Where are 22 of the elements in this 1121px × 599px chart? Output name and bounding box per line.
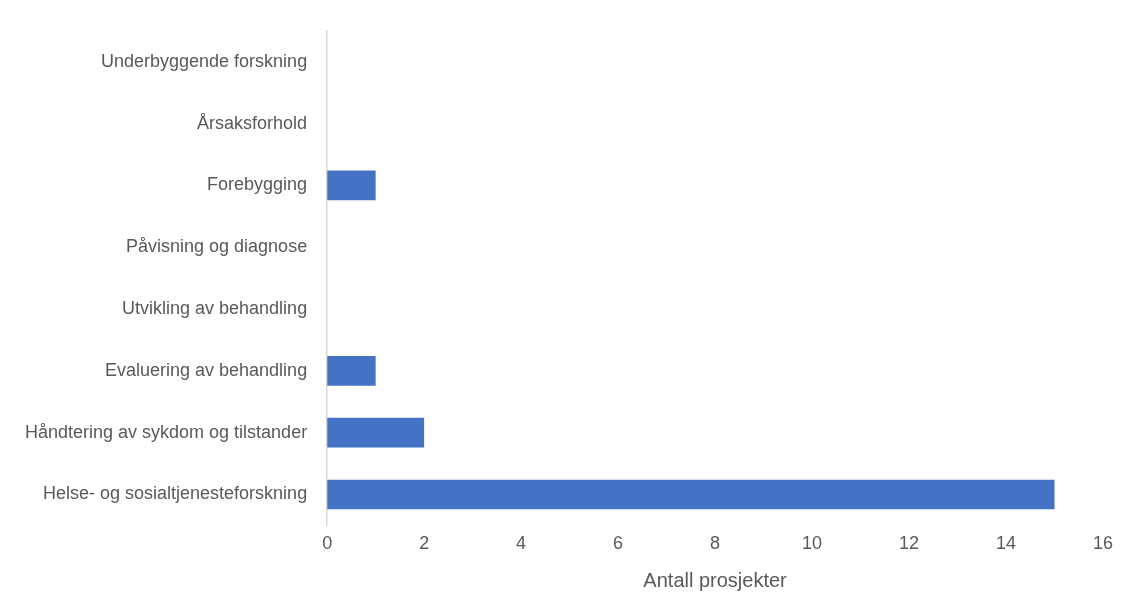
y-tick-label: Håndtering av sykdom og tilstander [24,421,308,442]
x-tick-label: 16 [1092,533,1113,554]
x-tick-label: 12 [899,533,920,554]
y-tick-label: Underbyggende forskning [101,50,308,71]
x-tick-label: 2 [419,533,430,554]
x-tick-label: 8 [710,533,721,554]
x-tick-label: 14 [995,533,1017,554]
x-tick-label: 6 [613,533,624,554]
y-tick-label: Evaluering av behandling [104,359,308,380]
y-tick-label: Årsaksforhold [197,112,308,133]
y-tick-label: Påvisning og diagnose [126,236,308,257]
bar [327,356,376,386]
x-axis-title: Antall prosjekter [643,568,788,591]
x-tick-label: 4 [516,533,527,554]
x-tick-label: 10 [802,533,823,554]
y-tick-label: Helse- og sosialtjenesteforskning [43,483,308,504]
y-tick-label: Utvikling av behandling [122,297,308,318]
y-tick-label: Forebygging [207,174,308,195]
bar [327,170,376,201]
bar [327,479,1055,510]
x-tick-label: 0 [322,533,333,554]
bar [327,417,425,448]
